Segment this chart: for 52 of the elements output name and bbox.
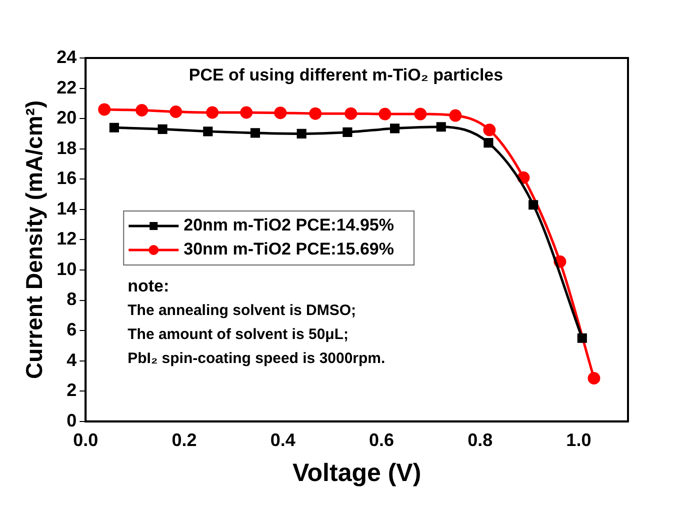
- x-tick-label: 1.0: [566, 430, 592, 450]
- x-tick-label: 0.8: [468, 430, 493, 450]
- point: [158, 124, 168, 134]
- annotation: The amount of solvent is 50μL;: [128, 326, 348, 344]
- point: [588, 372, 600, 384]
- point: [274, 106, 287, 120]
- annotation: The annealing solvent is DMSO;: [128, 302, 356, 320]
- x-tick-label: 0.2: [172, 430, 197, 450]
- point: [98, 103, 111, 116]
- annotation: note:: [128, 276, 170, 296]
- y-tick-label: 8: [66, 289, 77, 310]
- point: [109, 122, 120, 132]
- annotation: PbI₂ spin-coating speed is 3000rpm.: [128, 350, 386, 368]
- point: [206, 106, 219, 119]
- x-axis-title: Voltage (V): [292, 458, 422, 487]
- point: [378, 108, 392, 120]
- x-tick-label: 0.6: [368, 430, 394, 450]
- point: [344, 107, 358, 120]
- y-tick-label: 0: [66, 410, 77, 430]
- y-tick-label: 22: [56, 77, 77, 98]
- point: [240, 106, 253, 119]
- point: [390, 124, 400, 134]
- x-tick-label: 0.0: [73, 430, 98, 450]
- y-tick-label: 12: [56, 228, 77, 249]
- point: [577, 333, 587, 343]
- y-tick-label: 10: [56, 258, 77, 279]
- legend-label: 30nm m-TiO2 PCE:15.69%: [184, 240, 394, 259]
- text: PCE of using different m-TiO₂ particles: [188, 66, 504, 85]
- y-tick-label: 4: [66, 350, 77, 370]
- y-tick-label: 24: [56, 46, 77, 67]
- point: [170, 106, 182, 118]
- point: [203, 126, 213, 136]
- point: [342, 127, 352, 137]
- point: [250, 128, 260, 138]
- point: [528, 200, 538, 210]
- point: [136, 104, 148, 116]
- x-tick-label: 0.4: [270, 430, 296, 450]
- point: [436, 122, 446, 132]
- y-tick-label: 20: [56, 108, 77, 128]
- point: [483, 124, 496, 136]
- y-tick-label: 6: [66, 320, 77, 340]
- y-tick-label: 2: [66, 380, 77, 400]
- legend-label: 20nm m-TiO2 PCE:14.95%: [184, 216, 394, 235]
- y-tick-label: 14: [56, 198, 77, 218]
- point: [484, 138, 494, 148]
- point: [296, 128, 306, 138]
- point: [449, 109, 462, 122]
- y-axis-title: Current Density (mA/cm²): [21, 100, 48, 380]
- y-tick-label: 16: [56, 168, 77, 188]
- point: [309, 107, 322, 120]
- point: [414, 108, 427, 120]
- y-tick-label: 18: [56, 138, 77, 158]
